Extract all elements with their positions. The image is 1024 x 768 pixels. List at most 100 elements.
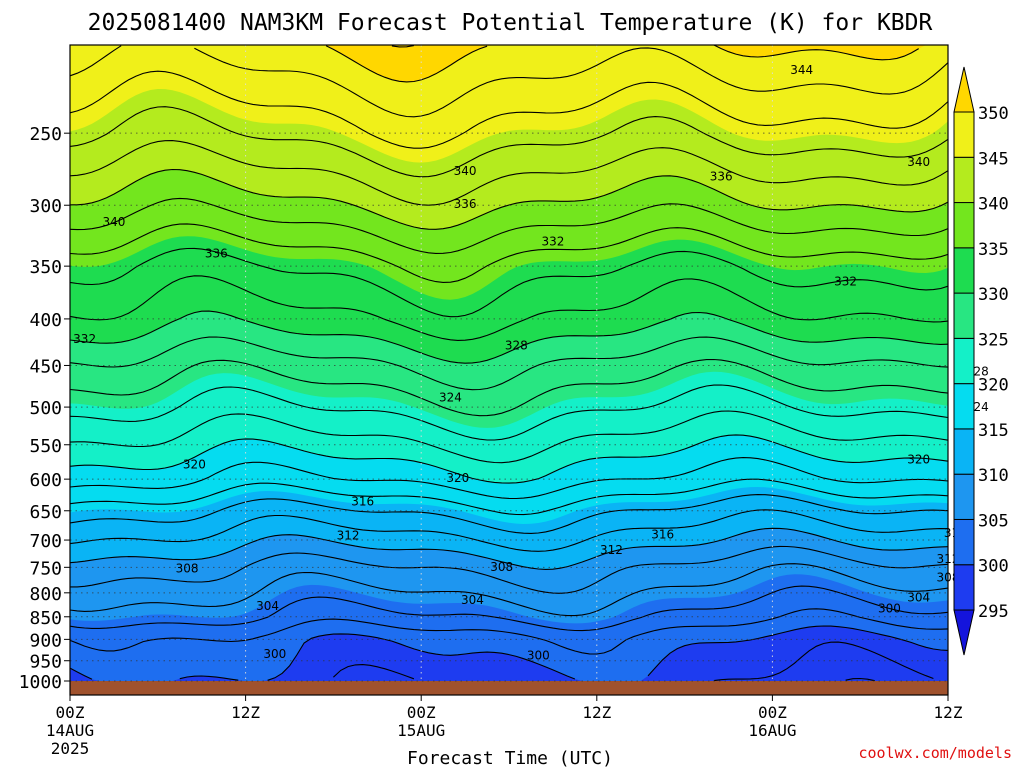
contour-label: 340 [454,164,477,178]
contour-348 [69,45,949,118]
contour-label: 300 [263,647,286,661]
colorbar-label: 350 [978,104,1009,124]
x-axis-title: Forecast Time (UTC) [407,748,613,768]
contour-324 [69,384,949,441]
y-tick-label: 1000 [19,672,62,693]
watermark: coolwx.com/models [858,744,1012,762]
contour-label: 300 [878,601,901,615]
y-axis: 2503003504004505005506006507007508008509… [19,124,70,693]
x-tick-label: 12Z [231,703,260,722]
y-tick-label: 500 [29,398,62,419]
colorbar: 295 300 305 310 315 320 325 330 335 340 345 350 [953,66,1009,656]
colorbar-box [953,111,975,158]
contour-314 [69,494,949,534]
colorbar-label: 340 [978,195,1009,215]
x-tick-label: 12Z [582,703,611,722]
contour-label: 332 [541,235,564,249]
y-tick-label: 300 [29,196,62,217]
contour-308 [70,545,949,594]
contour-label: 304 [461,593,484,607]
contour-label: 320 [446,471,469,485]
y-tick-label: 550 [29,436,62,457]
colorbar-label: 320 [978,376,1009,396]
x-date-label: 15AUG [397,721,445,740]
contour-label: 316 [651,527,674,541]
colorbar-box [953,292,975,339]
x-date-label: 14AUG [46,721,94,740]
contour-320 [69,434,949,484]
contour-label: 312 [337,529,360,543]
colorbar-box [953,564,975,611]
contour-306 [69,563,949,617]
contour-label: 336 [454,197,477,211]
contour-label: 312 [600,543,623,557]
colorbar-label: 315 [978,421,1009,441]
contour-334 [69,247,949,318]
x-year-label: 2025 [51,739,90,758]
contour-340 [70,168,949,230]
contour-label: 328 [505,339,528,353]
contour-328 [69,336,949,391]
contour-346 [69,70,949,149]
colorbar-box [953,428,975,475]
contour-label: 336 [205,247,228,261]
contour-336 [69,223,949,283]
y-tick-label: 800 [29,584,62,605]
band-below-300 [70,626,948,681]
colorbar-label: 335 [978,240,1009,260]
contour-label: 336 [710,170,733,184]
contour-label: 344 [790,63,813,77]
y-tick-label: 950 [29,652,62,673]
contour-326 [69,358,949,417]
contour-338 [69,197,949,254]
contour-label: 320 [907,453,930,467]
contour-352 [391,45,414,48]
colorbar-label: 325 [978,330,1009,350]
y-tick-label: 350 [29,257,62,278]
colorbar-label: 310 [978,466,1009,486]
contour-label: 340 [907,155,930,169]
colorbar-box [953,247,975,294]
colorbar-label: 305 [978,511,1009,531]
contour-lines [69,44,949,682]
contour-322 [69,410,949,464]
y-tick-label: 750 [29,558,62,579]
contour-label: 332 [834,275,857,289]
contour-label: 324 [439,390,462,404]
y-tick-label: 250 [29,124,62,145]
contour-312 [69,509,949,552]
contour-300 [69,625,949,681]
contour-label: 308 [176,561,199,575]
contour-330 [69,310,949,364]
x-date-label: 16AUG [748,721,796,740]
y-tick-label: 400 [29,310,62,331]
colorbar-label: 330 [978,285,1009,305]
colorbar-label: 300 [978,557,1009,577]
contour-302 [69,608,949,655]
y-tick-label: 700 [29,531,62,552]
x-tick-label: 12Z [934,703,963,722]
colorbar-box [953,383,975,430]
contour-label: 320 [183,457,206,471]
x-tick-label: 00Z [758,703,787,722]
colorbar-box [953,337,975,385]
contour-label: 340 [102,215,125,229]
y-tick-label: 850 [29,608,62,629]
contour-296 [845,677,875,682]
colorbar-label: 295 [978,602,1009,622]
colorbar-bottom-arrow [953,609,975,656]
colorbar-box [953,518,975,566]
contour-304 [69,585,949,632]
contour-label: 316 [351,495,374,509]
contour-label: 304 [907,591,930,605]
contour-344 [69,106,949,178]
contour-label: 304 [256,599,279,613]
y-tick-label: 600 [29,470,62,491]
contour-316 [69,478,949,516]
colorbar-box [953,473,975,520]
x-tick-label: 00Z [56,703,85,722]
